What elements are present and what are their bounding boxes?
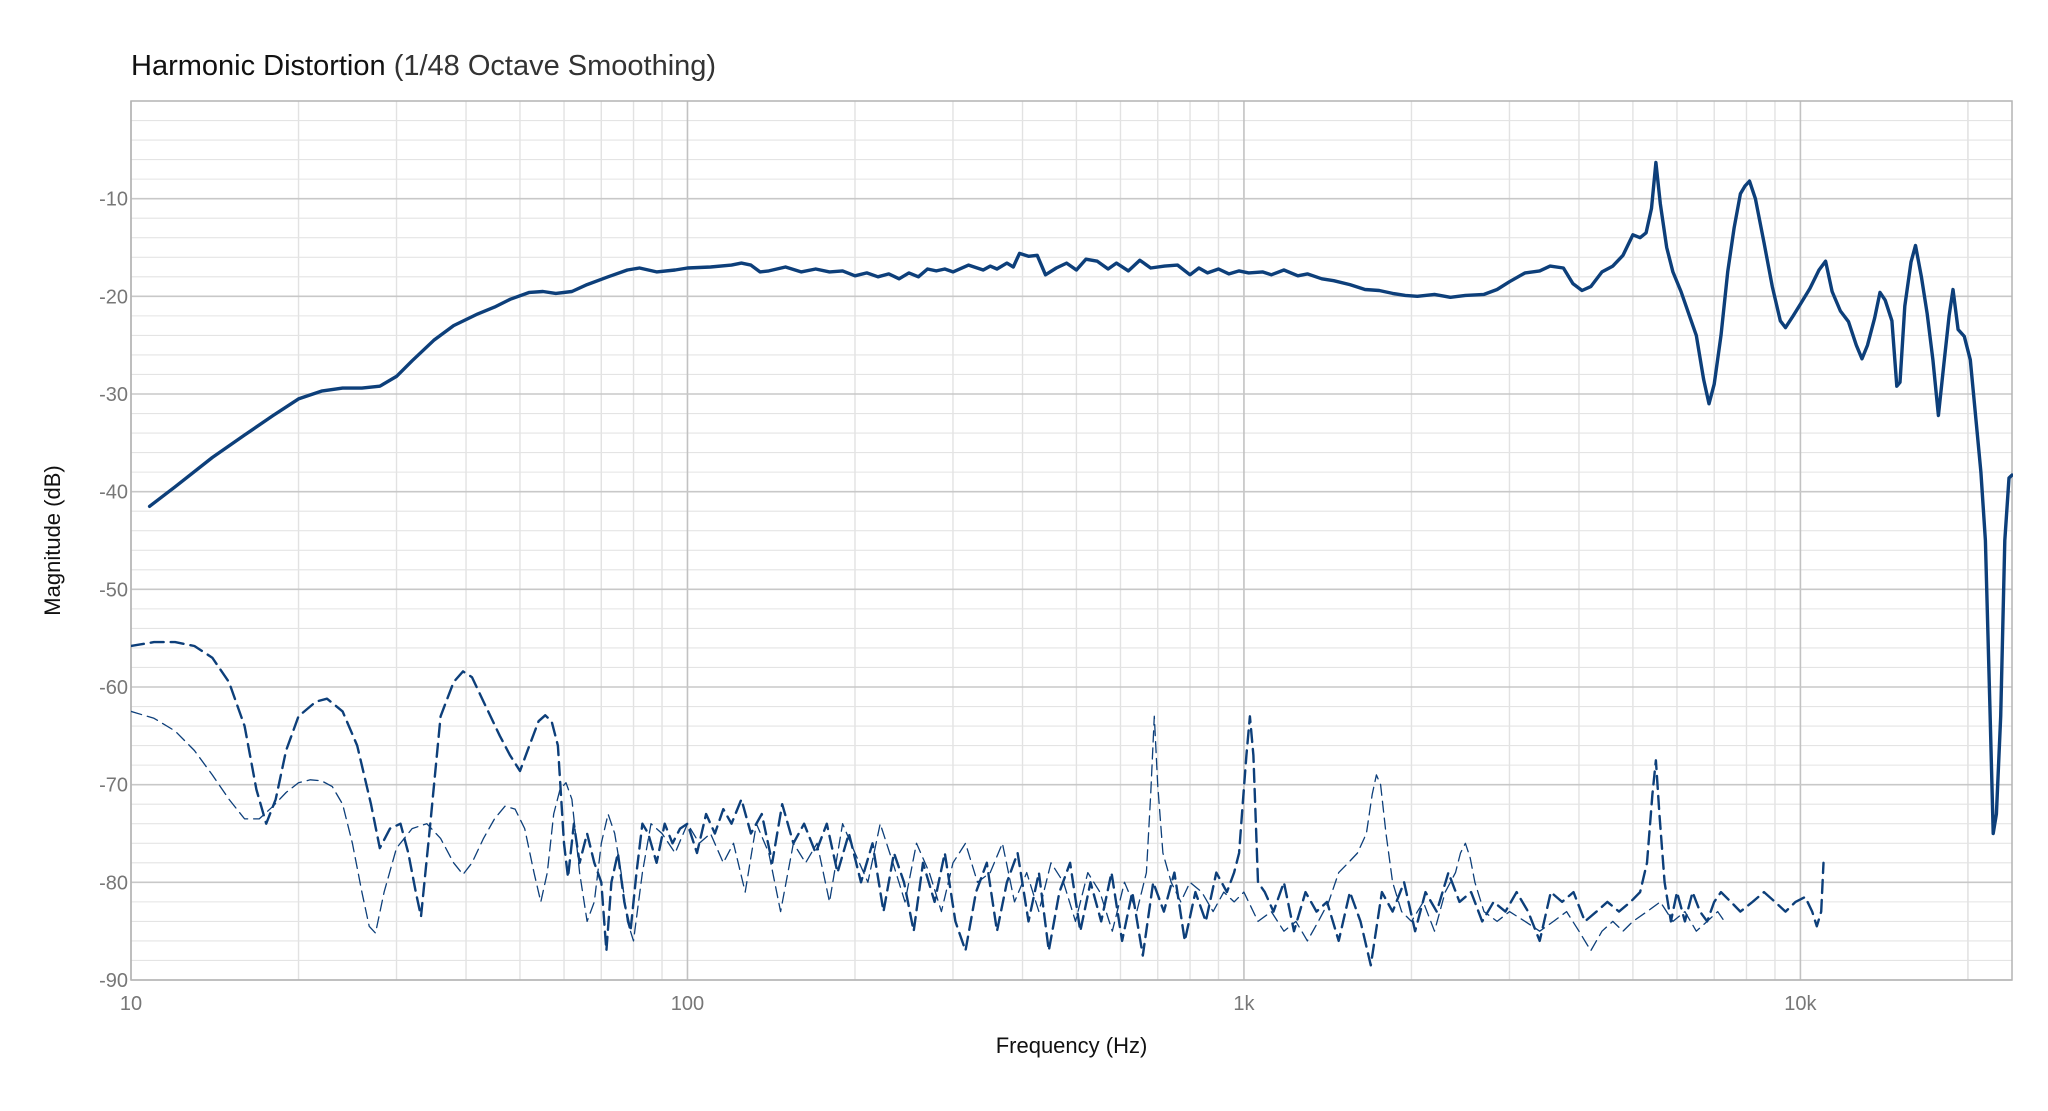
x-tick-labels: 10 100 1k 10k — [120, 993, 1818, 1015]
y-tick-label: -50 — [99, 579, 128, 601]
plot-area — [131, 101, 2012, 980]
y-axis-label: Magnitude (dB) — [40, 465, 65, 615]
series-group — [131, 160, 2013, 967]
x-tick-label: 10 — [120, 993, 142, 1015]
x-tick-label: 1k — [1233, 993, 1255, 1015]
y-tick-label: -90 — [99, 970, 128, 992]
x-tick-label: 10k — [1784, 993, 1817, 1015]
y-tick-label: -40 — [99, 482, 128, 504]
y-tick-label: -80 — [99, 872, 128, 894]
series-line-dashed-thin — [131, 710, 1726, 952]
y-tick-label: -10 — [99, 189, 128, 211]
chart-subtitle: (1/48 Octave Smoothing) — [393, 50, 717, 82]
y-tick-label: -20 — [99, 286, 128, 308]
y-tick-label: -60 — [99, 677, 128, 699]
series-line-dashed — [131, 640, 1825, 967]
x-axis-label: Frequency (Hz) — [996, 1033, 1148, 1058]
series-line-solid — [147, 160, 2013, 836]
chart-title-main: Harmonic Distortion — [131, 50, 386, 82]
y-tick-labels: -10 -20 -30 -40 -50 -60 -70 -80 -90 — [99, 189, 128, 992]
x-tick-label: 100 — [671, 993, 704, 1015]
y-tick-label: -30 — [99, 384, 128, 406]
plot-frame — [130, 100, 2013, 981]
chart-title: Harmonic Distortion (1/48 Octave Smoothi… — [131, 50, 716, 83]
y-tick-label: -70 — [99, 775, 128, 797]
